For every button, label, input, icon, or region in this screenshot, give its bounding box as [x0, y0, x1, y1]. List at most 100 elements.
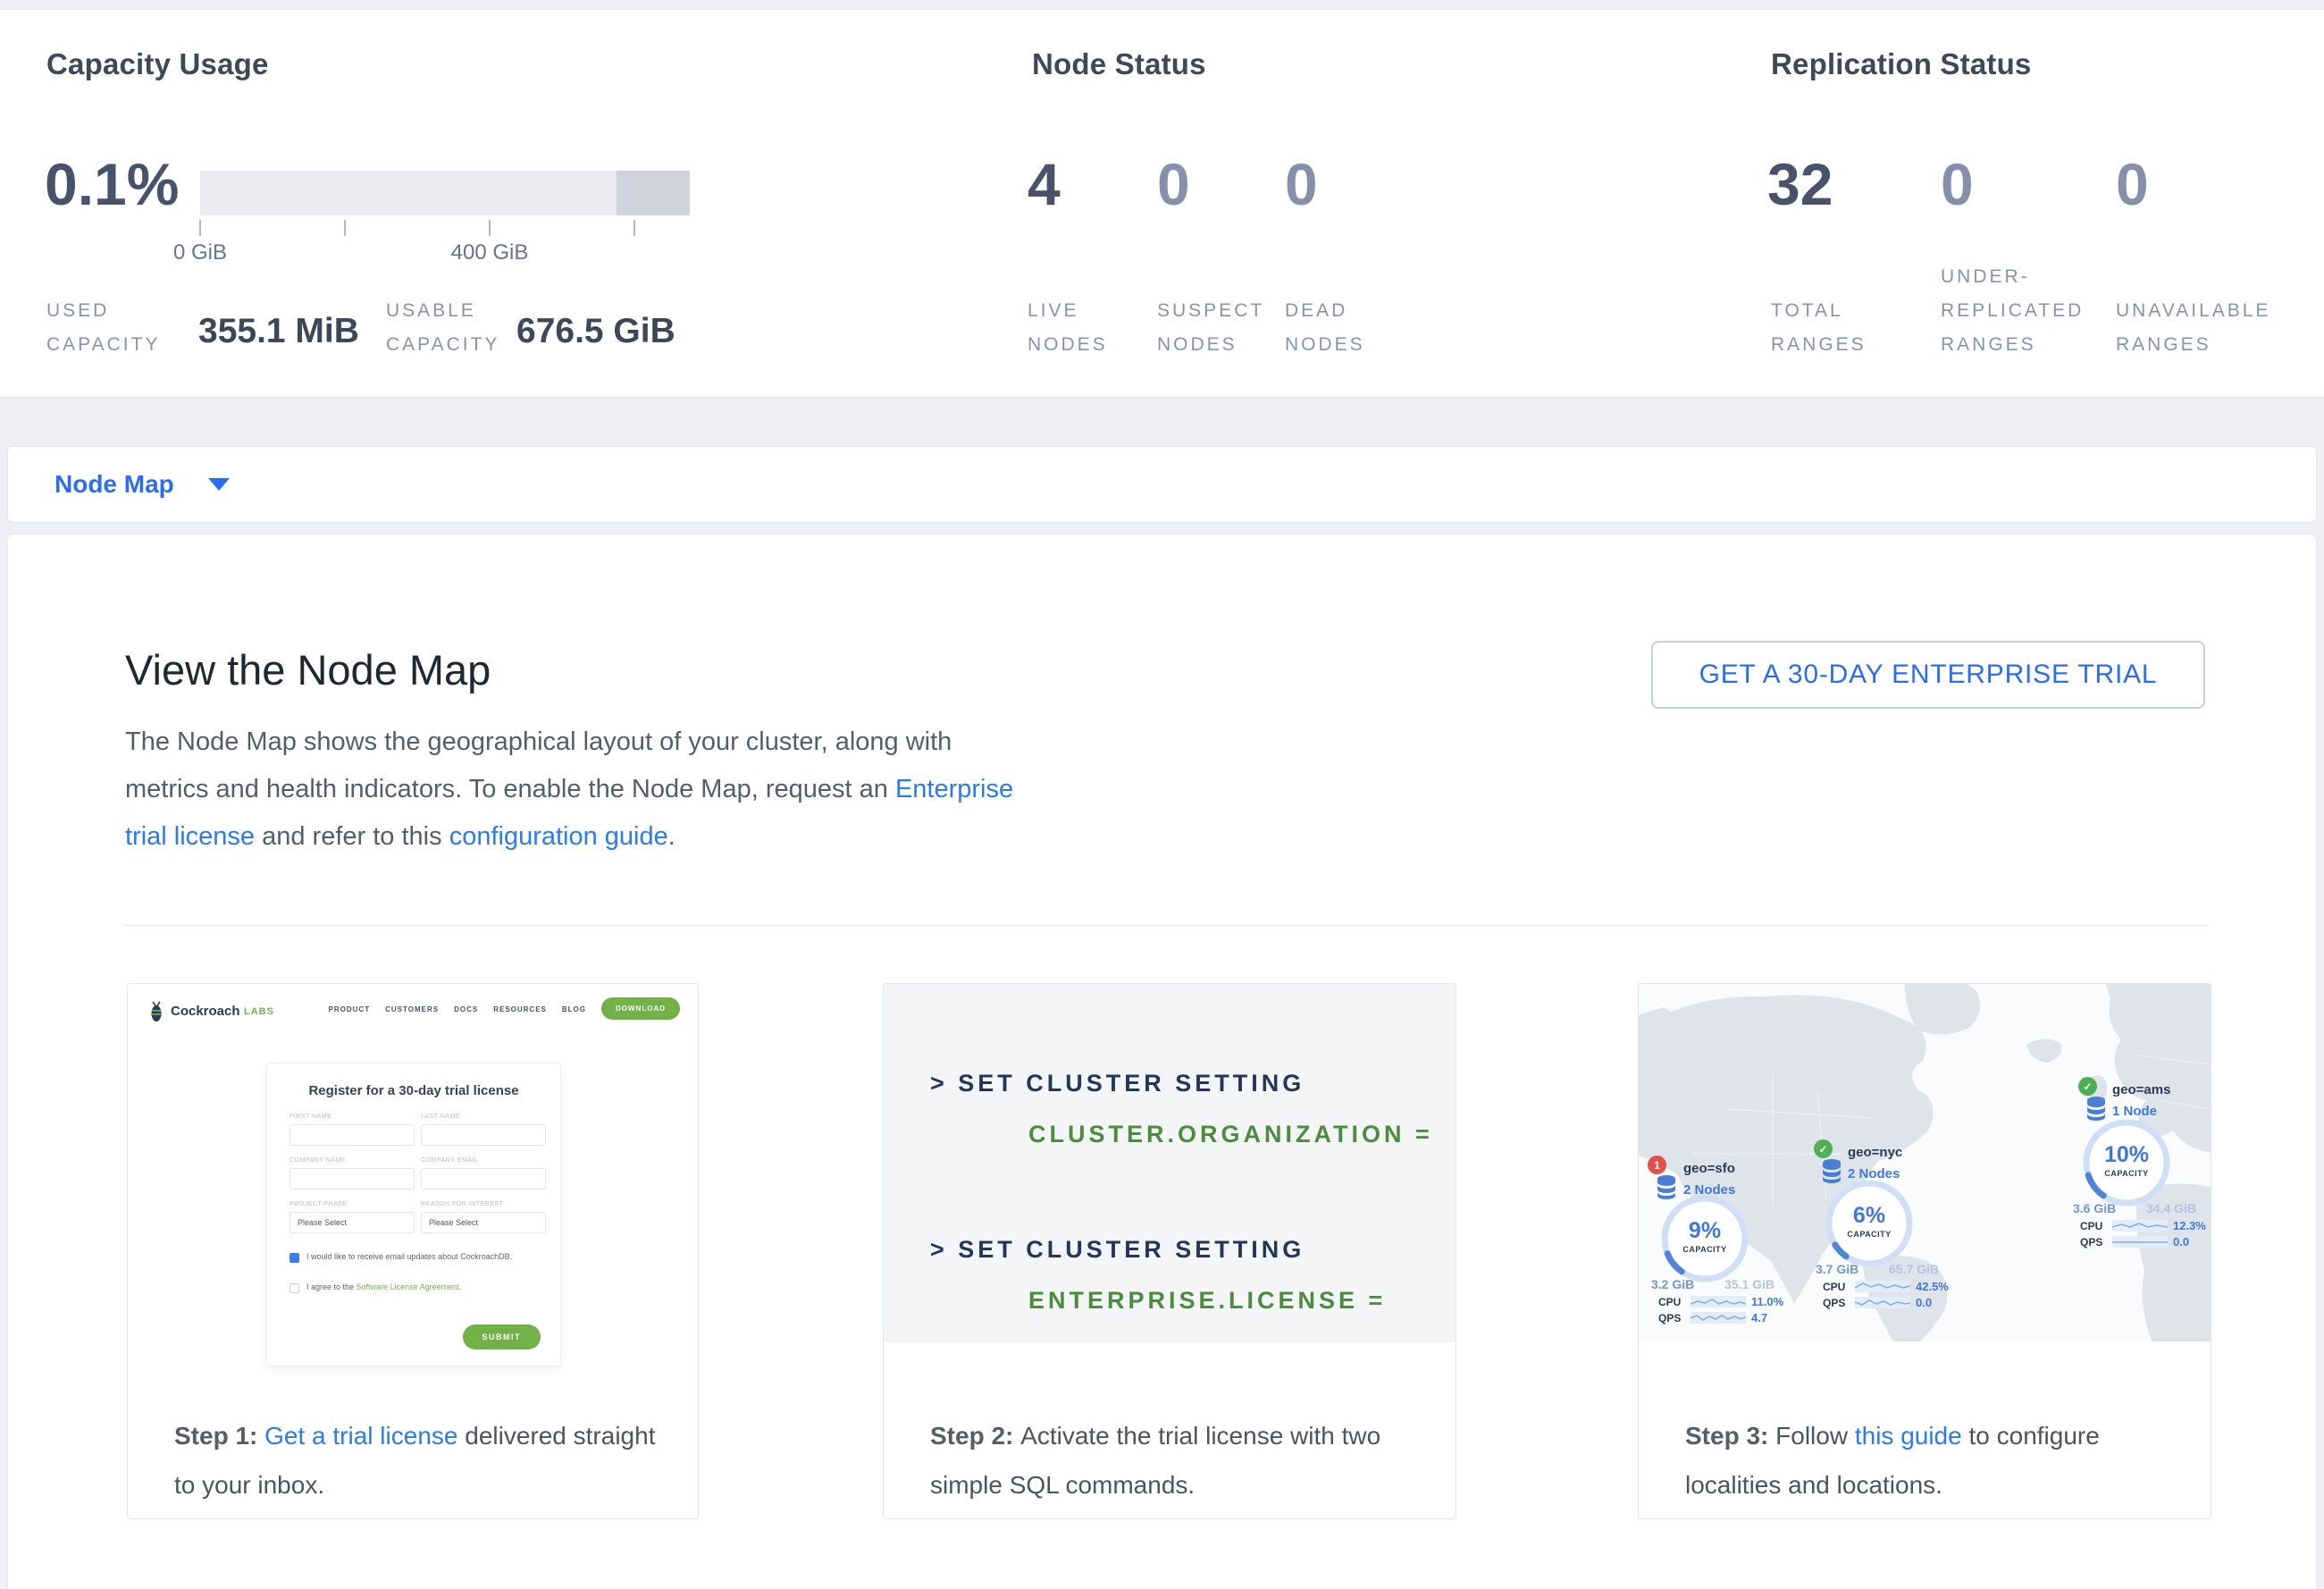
view-selector-label: Node Map — [55, 470, 174, 498]
sfo-alert-badge: 1 — [1648, 1156, 1666, 1174]
sfo-cpu-label: CPU — [1658, 1296, 1682, 1308]
mock-select: Please Select — [289, 1212, 415, 1233]
live-nodes-count: 4 — [1028, 151, 1061, 217]
sfo-node-count: 2 Nodes — [1683, 1182, 1736, 1198]
capacity-bar — [200, 171, 690, 215]
ams-cpu-value: 12.3% — [2173, 1219, 2206, 1232]
ams-total-capacity: 34.4 GiB — [2146, 1201, 2197, 1215]
ams-qps-value: 0.0 — [2173, 1235, 2190, 1248]
node-status-title: Node Status — [1032, 47, 1206, 80]
ams-node-count: 1 Node — [2112, 1104, 2158, 1119]
configuration-guide-link[interactable]: configuration guide — [449, 822, 668, 851]
nyc-qps-sparkline — [1854, 1297, 1911, 1308]
mock-download-button: DOWNLOAD — [601, 997, 680, 1020]
nyc-health-check-icon: ✓ — [1814, 1139, 1833, 1158]
sfo-database-icon — [1655, 1173, 1678, 1205]
page-title: View the Node Map — [125, 646, 491, 694]
ams-health-check-icon: ✓ — [2078, 1077, 2097, 1096]
mock-input — [421, 1124, 546, 1146]
under-replicated-count: 0 — [1941, 151, 1974, 217]
enterprise-trial-license-link[interactable]: trial license — [125, 822, 256, 851]
capacity-used-percent: 0.1% — [45, 151, 180, 217]
nyc-qps-label: QPS — [1823, 1297, 1846, 1309]
sql-commands-panel: > SET CLUSTER SETTING CLUSTER.ORGANIZATI… — [884, 984, 1456, 1341]
nyc-locality-label: geo=nyc — [1848, 1145, 1903, 1160]
sql-line2: CLUSTER.ORGANIZATION = — [1028, 1121, 1433, 1148]
dead-nodes-count: 0 — [1285, 151, 1318, 217]
live-nodes-label: LIVE NODES — [1028, 300, 1108, 355]
mock-submit-button: SUBMIT — [462, 1324, 541, 1349]
ams-cpu-sparkline — [2111, 1220, 2169, 1232]
usable-capacity-label: USABLE CAPACITY — [386, 300, 500, 355]
capacity-axis-tick — [344, 220, 346, 236]
mock-brand-text: Cockroach — [171, 1004, 240, 1019]
used-capacity-label: USED CAPACITY — [46, 300, 161, 355]
mock-field-label: FIRST NAME — [289, 1114, 332, 1120]
sfo-locality-label: geo=sfo — [1683, 1161, 1735, 1176]
capacity-axis-tick — [199, 220, 201, 236]
step2-card: > SET CLUSTER SETTING CLUSTER.ORGANIZATI… — [883, 983, 1456, 1519]
ams-capacity-ring: 10% CAPACITY — [2077, 1114, 2176, 1212]
sql-line4: ENTERPRISE.LICENSE = — [1028, 1287, 1387, 1314]
view-selector-dropdown[interactable]: Node Map — [7, 446, 2317, 523]
ams-qps-sparkline — [2112, 1236, 2168, 1248]
mock-field-label: COMPANY NAME — [289, 1157, 346, 1164]
enterprise-trial-button[interactable]: GET A 30-DAY ENTERPRISE TRIAL — [1651, 641, 2205, 709]
sql-line3: > SET CLUSTER SETTING — [930, 1236, 1305, 1263]
step3-card: 1 geo=sfo 2 Nodes 9% CAPACITY 3.2 GiB 35… — [1638, 983, 2211, 1519]
mock-select: Please Select — [421, 1212, 546, 1233]
usable-capacity-value: 676.5 GiB — [516, 312, 675, 350]
unavailable-ranges-count: 0 — [2116, 151, 2149, 217]
capacity-axis-tick — [633, 220, 635, 236]
suspect-nodes-label: SUSPECT NODES — [1157, 300, 1265, 355]
this-guide-link[interactable]: this guide — [1854, 1422, 1962, 1450]
step3-caption: Step 3: Follow this guide to configure l… — [1685, 1422, 2100, 1499]
capacity-axis-label-start: 0 GiB — [172, 240, 228, 265]
used-capacity-value: 355.1 MiB — [198, 312, 359, 350]
nyc-cpu-label: CPU — [1823, 1281, 1846, 1293]
capacity-axis-label-mid: 400 GiB — [450, 240, 529, 265]
step2-caption: Step 2: Activate the trial license with … — [930, 1422, 1381, 1499]
enterprise-trial-license-link[interactable]: Enterprise — [894, 775, 1014, 803]
mock-checkbox-checked — [289, 1253, 299, 1263]
sfo-qps-sparkline — [1690, 1312, 1747, 1324]
replication-status-title: Replication Status — [1771, 47, 2032, 80]
intro-paragraph-line2: metrics and health indicators. To enable… — [125, 775, 1014, 803]
nyc-cpu-sparkline — [1854, 1281, 1911, 1292]
mock-input — [289, 1168, 415, 1190]
mock-field-label: REASON FOR INTEREST — [421, 1201, 504, 1207]
cockroach-logo-icon — [147, 1000, 165, 1028]
mock-field-label: LAST NAME — [421, 1114, 461, 1120]
nyc-node-count: 2 Nodes — [1848, 1166, 1900, 1181]
ams-cpu-label: CPU — [2080, 1220, 2103, 1232]
nyc-total-capacity: 65.7 GiB — [1889, 1262, 1940, 1276]
capacity-bar-reserved-segment — [617, 171, 690, 215]
ams-database-icon — [2085, 1095, 2108, 1126]
mock-field-label: PROJECT PHASE — [289, 1201, 348, 1207]
sfo-total-capacity: 35.1 GiB — [1724, 1277, 1775, 1291]
mock-checkbox2-label: I agree to the Software License Agreemen… — [306, 1282, 462, 1291]
sfo-cpu-value: 11.0% — [1751, 1295, 1784, 1308]
cluster-summary-panel: Capacity Usage 0.1% 0 GiB 400 GiB USED C… — [0, 9, 2324, 398]
ams-locality-label: geo=ams — [2112, 1082, 2171, 1097]
capacity-usage-title: Capacity Usage — [46, 47, 269, 80]
chevron-down-icon — [207, 478, 230, 491]
sql-line1: > SET CLUSTER SETTING — [930, 1070, 1305, 1097]
total-ranges-label: TOTAL RANGES — [1771, 300, 1867, 355]
mock-site-nav: PRODUCT CUSTOMERS DOCS RESOURCES BLOG — [328, 1005, 586, 1013]
nyc-qps-value: 0.0 — [1916, 1296, 1933, 1309]
get-trial-license-link[interactable]: Get a trial license — [264, 1422, 458, 1450]
mock-brand-suffix: LABS — [244, 1006, 274, 1017]
mock-form-title: Register for a 30-day trial license — [308, 1083, 519, 1098]
mock-field-label: COMPANY EMAIL — [421, 1157, 479, 1164]
node-map-preview: 1 geo=sfo 2 Nodes 9% CAPACITY 3.2 GiB 35… — [1639, 984, 2211, 1341]
sfo-qps-label: QPS — [1658, 1312, 1682, 1324]
dead-nodes-label: DEAD NODES — [1285, 300, 1365, 355]
unavailable-ranges-label: UNAVAILABLE RANGES — [2116, 300, 2271, 355]
mock-checkbox1-label: I would like to receive email updates ab… — [306, 1252, 513, 1261]
sfo-capacity-ring: 9% CAPACITY — [1656, 1190, 1754, 1288]
sfo-used-capacity: 3.2 GiB — [1651, 1277, 1695, 1291]
sfo-qps-value: 4.7 — [1751, 1311, 1768, 1324]
total-ranges-count: 32 — [1767, 151, 1833, 217]
intro-paragraph-line3: trial license and refer to this configur… — [125, 822, 675, 851]
